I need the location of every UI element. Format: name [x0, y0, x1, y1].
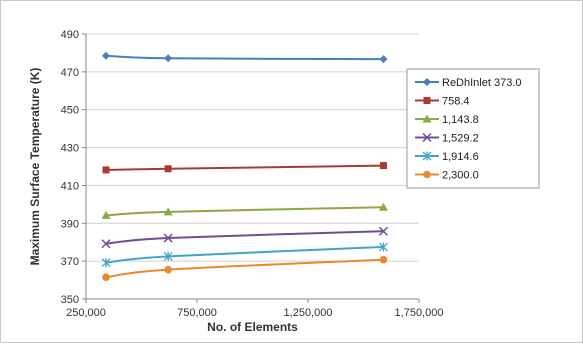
legend-marker [423, 97, 431, 104]
series-line [105, 258, 384, 279]
data-point [379, 55, 388, 64]
data-point [378, 226, 389, 236]
data-point [101, 258, 111, 268]
data-point [101, 51, 110, 60]
series-6 [102, 255, 388, 282]
data-point [379, 242, 388, 252]
series-line [105, 245, 384, 264]
y-tick-label: 450 [61, 105, 79, 117]
x-tick-label: 1,250,000 [284, 307, 333, 319]
legend-marker [422, 151, 432, 161]
y-tick-label: 390 [61, 218, 79, 230]
series-line [105, 206, 384, 217]
series-line [105, 230, 384, 245]
series-line [105, 54, 384, 61]
series-line [105, 164, 384, 171]
legend-label: 758.4 [442, 96, 470, 108]
data-point [102, 166, 110, 174]
series-1 [101, 51, 388, 64]
legend-marker [422, 114, 432, 123]
gridlines [86, 33, 419, 262]
legend-entry: 758.4 [415, 96, 470, 108]
series-lines [101, 51, 389, 282]
x-axis-title: No. of Elements [207, 320, 298, 334]
axes: 350 370 390 410 430 450 470 490 250,000 750,000 1,… [61, 29, 444, 319]
data-point [378, 202, 388, 211]
data-point [164, 165, 172, 173]
x-tick-label: 250,000 [66, 307, 106, 319]
data-point [102, 273, 110, 282]
y-tick-label: 470 [61, 67, 79, 79]
data-point [379, 255, 388, 264]
legend-box [406, 68, 540, 189]
y-tick-label: 490 [61, 29, 79, 41]
data-point [163, 233, 173, 243]
data-point [164, 54, 173, 63]
legend-marker [423, 78, 431, 86]
y-tick-label: 410 [61, 180, 79, 192]
series-2 [102, 162, 387, 174]
legend-entry: 1,914.6 [415, 151, 479, 163]
data-point [101, 239, 111, 249]
data-point [163, 207, 173, 216]
y-tick-label: 370 [61, 256, 79, 268]
legend-label: ReDhInlet 373.0 [442, 77, 522, 89]
legend-label: 1,914.6 [442, 151, 479, 163]
x-tick-label: 1,750,000 [395, 307, 444, 319]
legend-entry: 1,143.8 [415, 114, 479, 126]
data-point [163, 251, 173, 261]
legend-entry: 1,529.2 [415, 133, 479, 145]
legend-marker [422, 132, 432, 143]
legend: ReDhInlet 373.0 758.4 1,143.8 1,529.2 1,914.… [406, 68, 540, 189]
y-tick-label: 350 [61, 294, 79, 306]
series-5 [101, 242, 388, 268]
data-point [101, 210, 111, 219]
y-tick-label: 430 [61, 143, 79, 155]
data-point [379, 162, 387, 170]
data-point [164, 265, 172, 274]
legend-marker [423, 170, 431, 179]
legend-label: 2,300.0 [442, 170, 479, 182]
x-tick-label: 750,000 [177, 307, 217, 319]
legend-entry: ReDhInlet 373.0 [415, 77, 522, 89]
y-axis-title: Maximum Surface Temperature (K) [28, 68, 42, 266]
series-3 [101, 202, 388, 219]
legend-entry: 2,300.0 [415, 170, 479, 182]
series-4 [101, 226, 389, 249]
legend-label: 1,143.8 [442, 114, 479, 126]
legend-label: 1,529.2 [442, 133, 479, 145]
